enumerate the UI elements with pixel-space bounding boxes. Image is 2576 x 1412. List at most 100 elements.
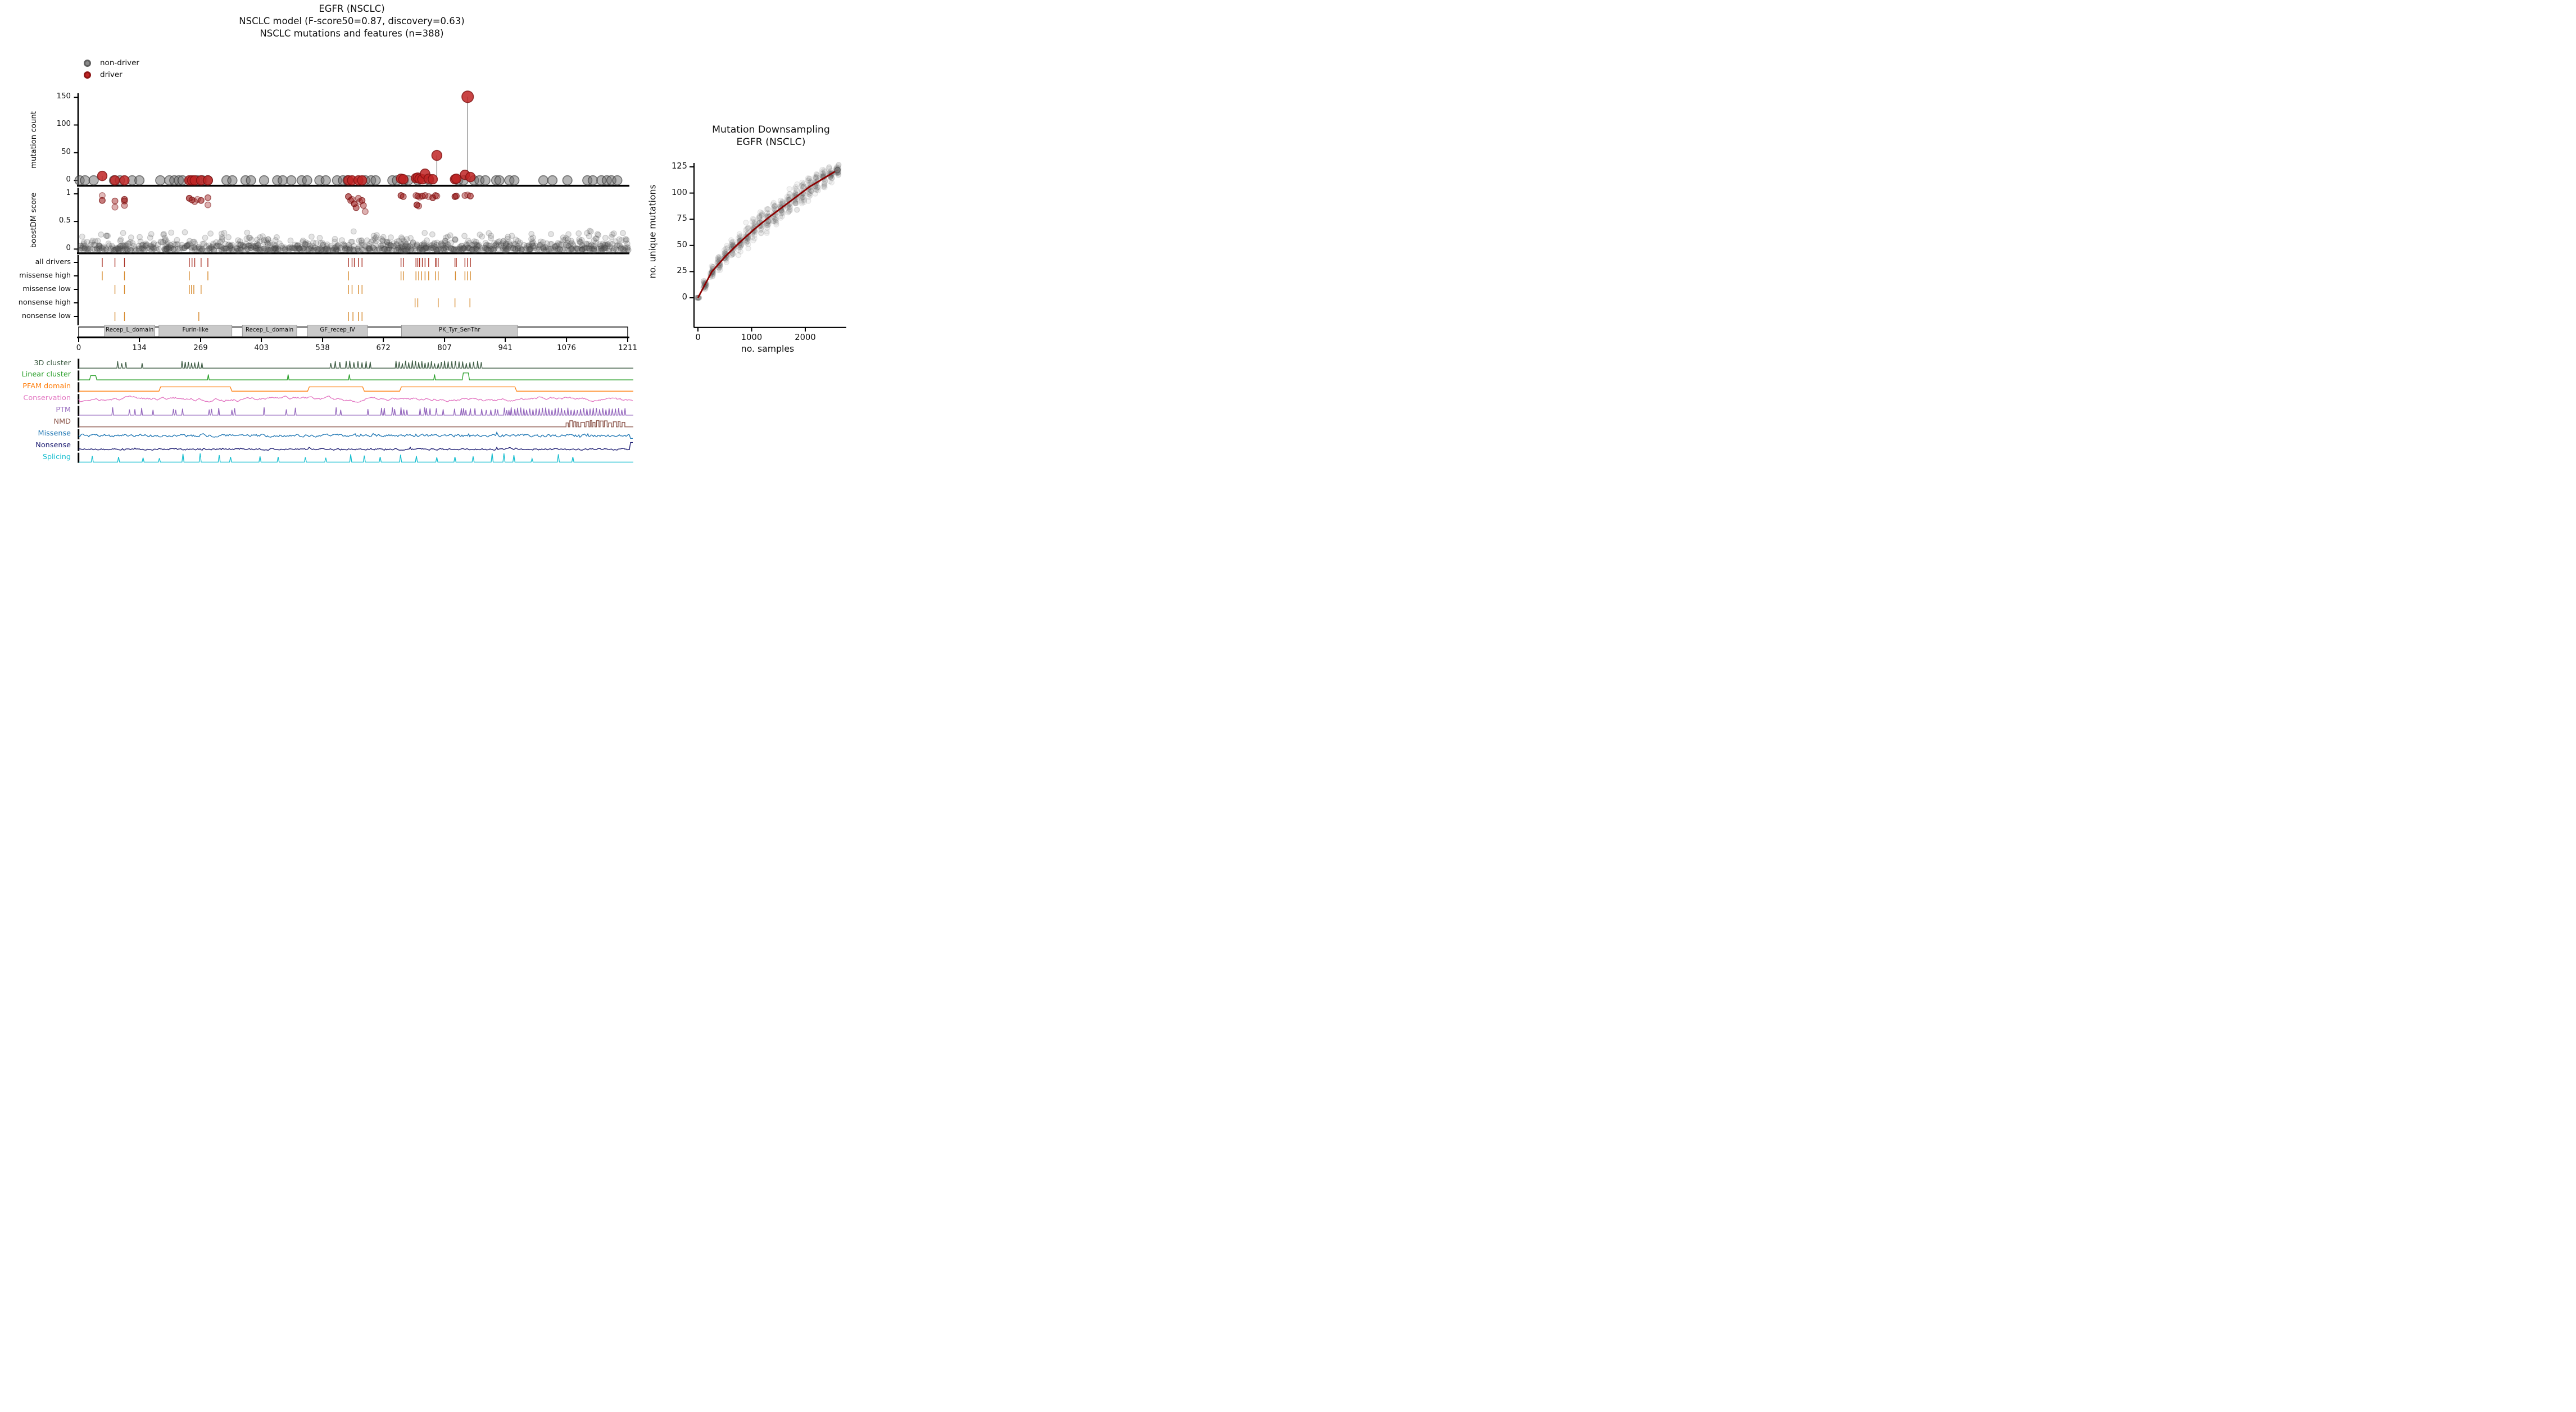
downsampling-ylabel: no. unique mutations (647, 184, 658, 279)
x-axis-tick-403: 403 (254, 344, 269, 352)
non-driver-marker-icon (84, 59, 91, 67)
non-driver-point (320, 175, 331, 186)
chart-canvas (74, 90, 846, 463)
track-label-Nonsense: Nonsense (35, 441, 71, 450)
non-driver-point (509, 175, 520, 186)
feature-track-line-Conservation (78, 396, 633, 403)
track-label-3D-cluster: 3D cluster (34, 358, 71, 367)
downsampling-fit-curve (697, 169, 838, 298)
x-axis-tick-941: 941 (498, 344, 513, 352)
mutation-count-axis-label: mutation count (30, 111, 39, 169)
track-label-PFAM-domain: PFAM domain (22, 382, 71, 391)
non-driver-point (538, 175, 549, 186)
legend-item-driver: driver (84, 70, 123, 79)
figure-title-line3: NSCLC mutations and features (n=388) (260, 28, 444, 39)
feature-track-line-Linear-cluster (79, 373, 633, 380)
driver-point (110, 175, 120, 186)
non-driver-point (227, 175, 238, 186)
boostdm-driver-point (191, 198, 198, 205)
driver-point (431, 149, 443, 161)
rug-row-label-nonsense-high: nonsense high (18, 298, 71, 307)
legend-label-non-driver: non-driver (100, 58, 139, 67)
x-axis-tick-1211: 1211 (618, 344, 637, 352)
boostdm-driver-point (352, 204, 360, 211)
feature-track-line-Missense (78, 431, 633, 439)
mutation-count-tick-100: 100 (56, 120, 71, 129)
non-driver-point (134, 175, 145, 186)
downsampling-ytick-25: 25 (677, 266, 687, 276)
figure-title-line2: NSCLC model (F-score50=0.87, discovery=0… (239, 16, 465, 26)
domain-label-1: Furin-like (182, 327, 208, 333)
x-axis-tick-1076: 1076 (557, 344, 576, 352)
rug-row-label-missense-low: missense low (22, 285, 71, 293)
non-driver-point (286, 175, 297, 186)
feature-track-line-PTM (79, 407, 633, 416)
feature-track-line-Nonsense (78, 442, 633, 451)
non-driver-point (80, 175, 90, 186)
legend-item-non-driver: non-driver (84, 58, 139, 67)
driver-point (357, 175, 368, 186)
domain-label-0: Recep_L_domain (106, 327, 154, 333)
rug-row-label-all-drivers: all drivers (35, 258, 71, 266)
boostdm-tick-0: 0 (66, 244, 71, 253)
boostdm-score-axis-label: boostDM score (30, 192, 39, 248)
boostdm-driver-point (415, 202, 423, 210)
rug-row-label-nonsense-low: nonsense low (21, 312, 71, 320)
boostdm-driver-point (400, 193, 407, 200)
driver-point (398, 174, 409, 185)
downsampling-ytick-75: 75 (677, 214, 687, 224)
non-driver-point (494, 175, 505, 186)
x-axis-tick-807: 807 (437, 344, 452, 352)
boostdm-driver-point (361, 208, 369, 215)
downsampling-xtick-0: 0 (695, 333, 701, 342)
downsampling-ytick-50: 50 (677, 239, 687, 249)
domain-label-2: Recep_L_domain (246, 327, 294, 333)
legend-label-driver: driver (100, 70, 123, 79)
driver-point (427, 174, 438, 185)
track-label-PTM: PTM (56, 406, 71, 415)
boostdm-tick-0.5: 0.5 (58, 216, 71, 225)
boostdm-driver-point (453, 192, 460, 199)
track-label-Splicing: Splicing (42, 452, 71, 461)
downsampling-ytick-100: 100 (671, 187, 687, 197)
figure-title-line1: EGFR (NSCLC) (319, 3, 385, 14)
boostdm-driver-point (98, 197, 106, 204)
downsampling-title-line2: EGFR (NSCLC) (736, 137, 806, 148)
boostdm-driver-point (467, 192, 474, 199)
boostdm-figure: EGFR (NSCLC) NSCLC model (F-score50=0.87… (0, 0, 859, 471)
boostdm-tick-1: 1 (66, 189, 71, 197)
non-driver-point (480, 175, 491, 186)
boostdm-driver-point (360, 202, 367, 209)
track-label-Linear-cluster: Linear cluster (21, 370, 71, 379)
boostdm-driver-point (204, 194, 211, 201)
x-axis-tick-538: 538 (315, 344, 330, 352)
driver-point (97, 170, 108, 181)
boostdm-driver-point (111, 203, 119, 211)
mutation-count-tick-150: 150 (56, 92, 71, 101)
mutation-count-tick-0: 0 (66, 175, 71, 184)
driver-point (119, 175, 130, 186)
x-axis-tick-672: 672 (376, 344, 391, 352)
downsampling-ytick-0: 0 (682, 292, 687, 302)
track-label-NMD: NMD (53, 417, 71, 426)
boostdm-driver-point (111, 197, 119, 205)
non-driver-point (258, 175, 270, 186)
boostdm-driver-point (204, 201, 211, 208)
boostdm-driver-point (121, 202, 128, 209)
non-driver-point (562, 175, 573, 186)
x-axis-tick-134: 134 (132, 344, 147, 352)
non-driver-point (88, 175, 99, 186)
driver-point (465, 171, 476, 183)
x-axis-tick-269: 269 (193, 344, 208, 352)
track-label-Conservation: Conservation (23, 394, 71, 403)
driver-point (202, 175, 214, 186)
driver-point (451, 173, 462, 184)
boostdm-driver-point (197, 197, 205, 204)
non-driver-point (246, 175, 256, 186)
non-driver-point (587, 175, 598, 186)
domain-label-3: GF_recep_IV (320, 327, 355, 333)
non-driver-point (612, 175, 623, 186)
track-label-Missense: Missense (38, 429, 71, 438)
downsampling-xtick-1000: 1000 (741, 333, 763, 342)
mutation-count-tick-50: 50 (61, 147, 71, 156)
